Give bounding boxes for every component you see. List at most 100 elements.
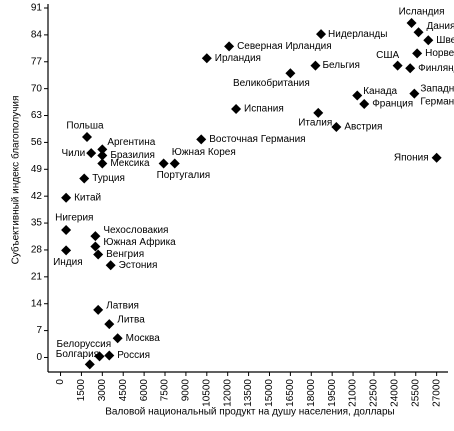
x-tick-label: 19500 — [327, 379, 338, 407]
point-label: Литва — [117, 315, 145, 326]
x-tick-label: 25500 — [410, 379, 421, 407]
point-label: Бельгия — [322, 60, 360, 71]
point-label: Южная Африка — [103, 236, 176, 248]
point-label: Китай — [74, 192, 101, 203]
point-label: Нидерланды — [328, 29, 387, 40]
x-tick-label: 4500 — [118, 379, 129, 402]
y-tick-label: 91 — [31, 3, 43, 14]
y-tick-label: 42 — [31, 191, 43, 202]
point-label: Испания — [244, 104, 284, 115]
x-tick-label: 18000 — [306, 379, 317, 407]
point — [412, 48, 423, 59]
point — [61, 192, 72, 203]
point — [405, 63, 416, 74]
y-tick-label: 14 — [31, 298, 43, 309]
point — [97, 144, 108, 155]
y-tick-label: 0 — [36, 352, 42, 363]
y-tick-label: 21 — [31, 271, 43, 282]
point — [82, 132, 93, 143]
point-label: Франция — [372, 99, 413, 110]
point-label: Португалия — [157, 170, 211, 181]
x-tick-label: 21000 — [348, 379, 359, 407]
point — [413, 27, 424, 38]
point — [97, 150, 108, 161]
point — [392, 60, 403, 71]
x-tick-label: 10500 — [201, 379, 212, 407]
point — [105, 260, 116, 271]
y-tick-label: 7 — [36, 325, 42, 336]
x-tick-label: 3000 — [97, 379, 108, 402]
point-label: Исландия — [399, 7, 445, 18]
point — [406, 17, 417, 28]
point-label: Болгария — [56, 349, 99, 360]
x-tick-label: 15000 — [264, 379, 275, 407]
point — [224, 41, 235, 52]
point — [84, 359, 95, 370]
x-tick-label: 1500 — [76, 379, 87, 402]
x-tick-label: 7500 — [160, 379, 171, 402]
point — [431, 152, 442, 163]
point-label: Чехословакия — [103, 225, 168, 236]
point — [231, 104, 242, 115]
point — [352, 90, 363, 101]
point-label: Япония — [394, 152, 429, 163]
point-label: Турция — [92, 173, 125, 184]
point-label: Дания — [427, 21, 454, 32]
point-label: Италия — [298, 117, 332, 128]
y-tick-label: 63 — [31, 110, 43, 121]
point — [104, 350, 115, 361]
point — [90, 241, 101, 252]
point-label: Финляндия — [418, 63, 454, 74]
point-label: Северная Ирландия — [237, 41, 332, 52]
point — [61, 245, 72, 256]
point — [423, 35, 434, 46]
point-label: Чили — [62, 148, 86, 159]
y-tick-label: 28 — [31, 245, 43, 256]
point-label: Норвегия — [425, 48, 454, 59]
point — [313, 107, 324, 118]
point — [90, 231, 101, 242]
point — [79, 173, 90, 184]
x-tick-label: 6000 — [139, 379, 150, 402]
point — [409, 88, 420, 99]
point — [169, 158, 180, 169]
point — [158, 158, 169, 169]
point-label: Венгрия — [106, 249, 144, 260]
point — [316, 29, 327, 40]
point — [104, 319, 115, 330]
y-axis-title: Субъективный индекс благополучия — [10, 96, 22, 265]
x-tick-label: 22500 — [369, 379, 380, 407]
x-tick-label: 12000 — [222, 379, 233, 407]
point — [94, 351, 105, 362]
point-label: Россия — [117, 350, 150, 361]
point — [61, 224, 72, 235]
y-tick-label: 77 — [31, 56, 43, 67]
y-tick-label: 84 — [31, 30, 43, 41]
x-tick-label: 24000 — [389, 379, 400, 407]
point-label: Мексика — [110, 158, 150, 169]
x-axis-title: Валовой национальный продукт на душу нас… — [105, 407, 394, 418]
point-label: Белоруссия — [57, 339, 112, 350]
point-label: Польша — [66, 121, 104, 132]
point-label: США — [376, 50, 399, 61]
y-tick-label: 49 — [31, 164, 43, 175]
point — [201, 53, 212, 64]
point — [97, 158, 108, 169]
point — [310, 60, 321, 71]
point — [86, 148, 97, 159]
point — [331, 122, 342, 133]
point-label: ЗападнаяГермания — [420, 83, 454, 107]
point — [359, 99, 370, 110]
point-label: Нигерия — [55, 213, 93, 224]
point-label: Москва — [126, 333, 161, 344]
x-tick-label: 9000 — [181, 379, 192, 402]
point-label: Канада — [363, 86, 397, 97]
y-tick-label: 56 — [31, 137, 43, 148]
point-label: Ирландия — [215, 53, 261, 64]
point-label: Австрия — [344, 122, 382, 133]
x-tick-label: 13500 — [243, 379, 254, 407]
point — [196, 134, 207, 145]
y-tick-label: 70 — [31, 83, 43, 94]
point — [93, 249, 104, 260]
